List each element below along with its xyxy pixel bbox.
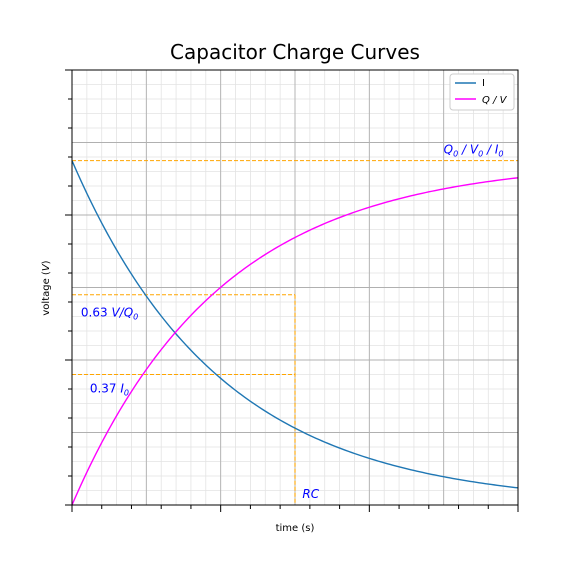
plot-frame — [71, 69, 519, 506]
annotation-rc: RC — [302, 487, 319, 501]
legend-label-qv: Q / V — [482, 95, 508, 106]
chart-title: Capacitor Charge Curves — [170, 40, 420, 64]
annotation-063: 0.63 V/Q0 — [81, 306, 138, 322]
series-line-qv — [71, 177, 519, 506]
axis-ticks — [65, 69, 519, 512]
legend-label-i: I — [482, 78, 485, 89]
annotation-037: 0.37 I0 — [90, 382, 129, 398]
grid — [71, 69, 519, 506]
series-line-i — [71, 160, 519, 489]
series-group — [71, 160, 519, 506]
reference-lines — [72, 160, 518, 505]
x-axis-label: time (s) — [276, 523, 315, 534]
y-axis-label: voltage (V) — [41, 260, 52, 315]
annotation-q0-v0-i0: Q0 / V0 / I0 — [444, 142, 504, 158]
legend: I Q / V — [449, 73, 515, 111]
